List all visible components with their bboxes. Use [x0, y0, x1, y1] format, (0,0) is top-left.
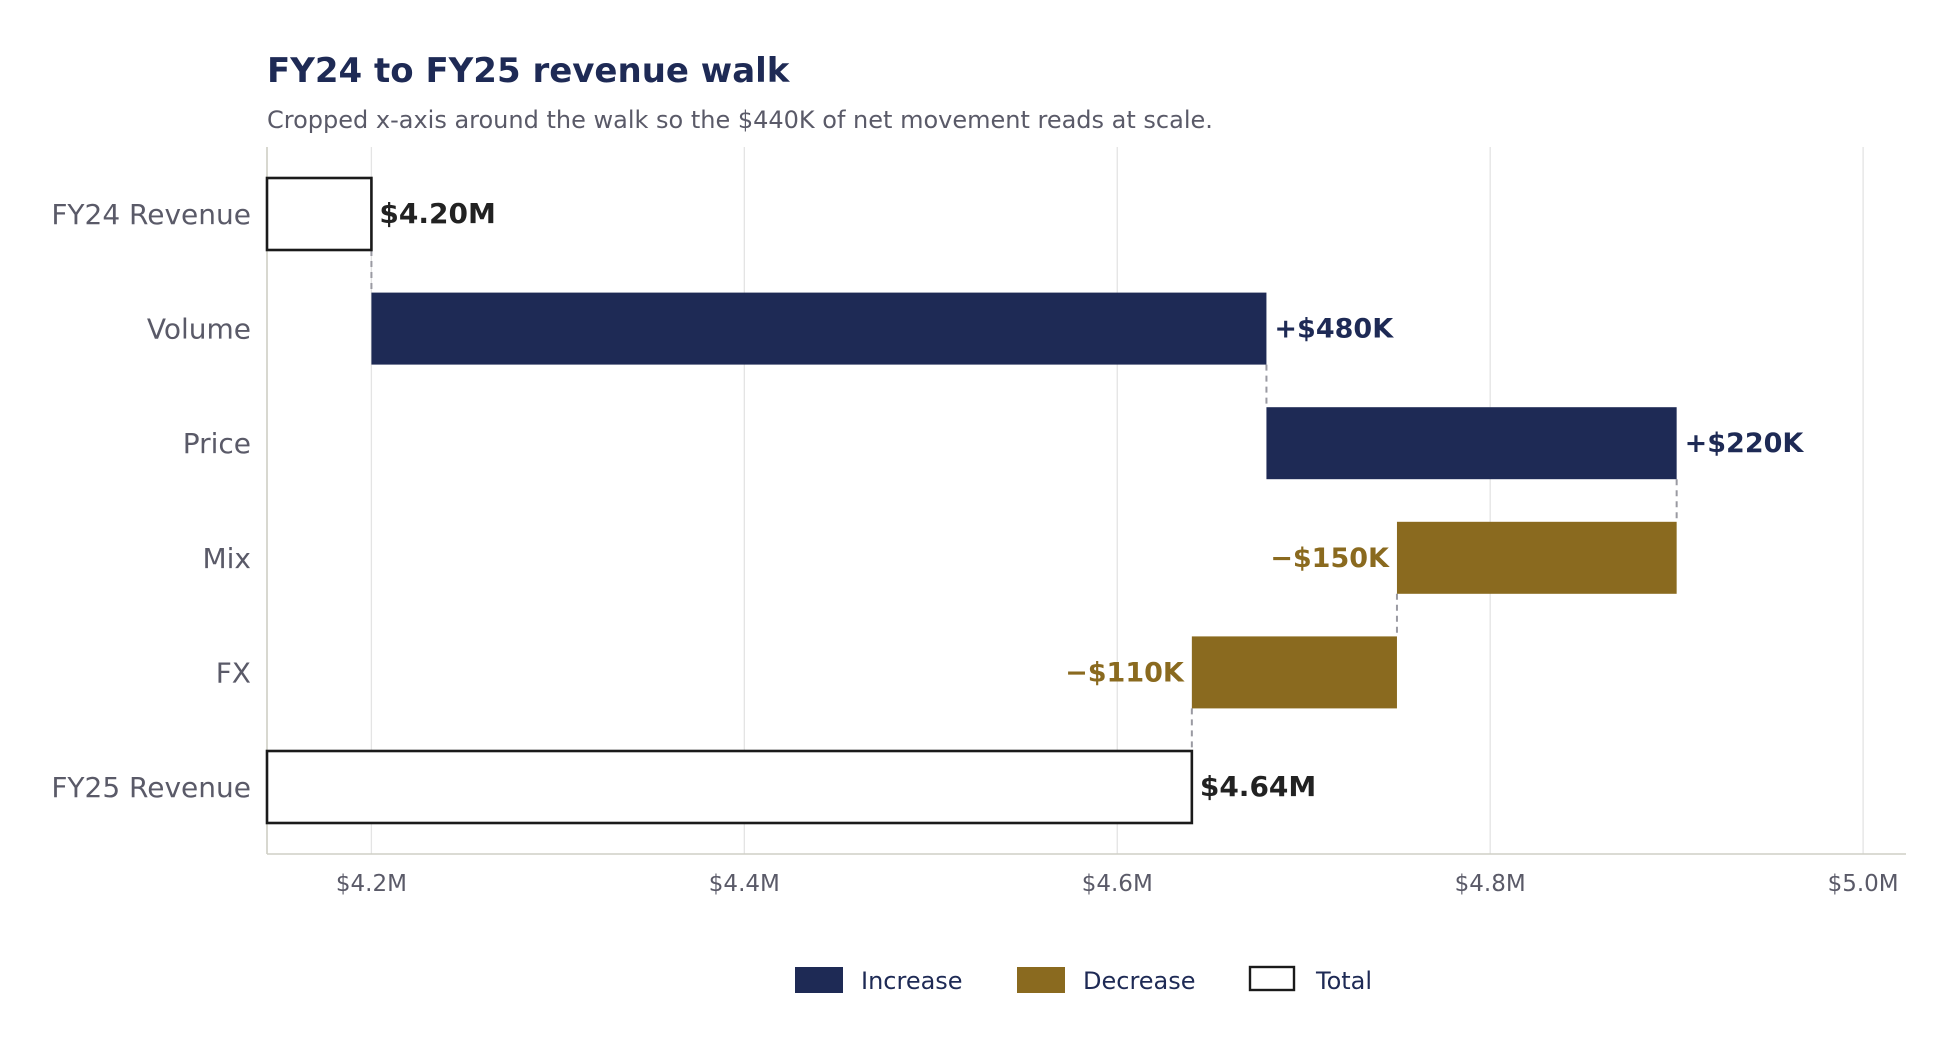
chart-title: FY24 to FY25 revenue walk: [267, 51, 791, 91]
grid-lines: [370, 147, 1864, 854]
data-labels: $4.20M +$480K +$220K −$150K −$110K $4.64M: [379, 197, 1804, 803]
category-label: Mix: [202, 542, 251, 575]
category-label: FY25 Revenue: [51, 771, 251, 804]
legend-label-decrease: Decrease: [1083, 967, 1196, 995]
bar-increase: [371, 292, 1267, 365]
category-label: FY24 Revenue: [51, 198, 251, 231]
bar-increase: [1266, 407, 1677, 480]
axes: $4.2M $4.4M $4.6M $4.8M $5.0M FY24 Revenue Vol…: [51, 147, 1906, 897]
x-tick-label: $4.4M: [709, 871, 780, 897]
data-label: +$220K: [1685, 428, 1805, 459]
x-tick-label: $5.0M: [1828, 871, 1899, 897]
legend-swatch-increase: [795, 967, 843, 993]
x-tick-label: $4.6M: [1082, 871, 1153, 897]
category-label: FX: [216, 656, 251, 689]
legend-label-total: Total: [1315, 967, 1372, 995]
bars: [265, 176, 1677, 825]
data-label: −$110K: [1065, 657, 1185, 688]
bar-decrease: [1191, 636, 1397, 709]
data-label: $4.64M: [1200, 770, 1316, 803]
category-label: Volume: [147, 313, 251, 346]
legend-swatch-decrease: [1017, 967, 1065, 993]
chart-subtitle: Cropped x-axis around the walk so the $4…: [267, 106, 1213, 134]
x-tick-label: $4.2M: [336, 871, 407, 897]
legend-label-increase: Increase: [861, 967, 963, 995]
legend-swatch-total: [1248, 965, 1296, 992]
legend: Increase Decrease Total: [795, 965, 1372, 995]
data-label: $4.20M: [379, 197, 495, 230]
bar-total: [265, 749, 1194, 825]
connector-lines: [370, 250, 1678, 751]
data-label: −$150K: [1270, 543, 1390, 574]
category-label: Price: [183, 427, 251, 460]
x-tick-label: $4.8M: [1455, 871, 1526, 897]
bar-decrease: [1396, 521, 1677, 594]
data-label: +$480K: [1274, 314, 1394, 345]
bar-total: [265, 176, 373, 252]
